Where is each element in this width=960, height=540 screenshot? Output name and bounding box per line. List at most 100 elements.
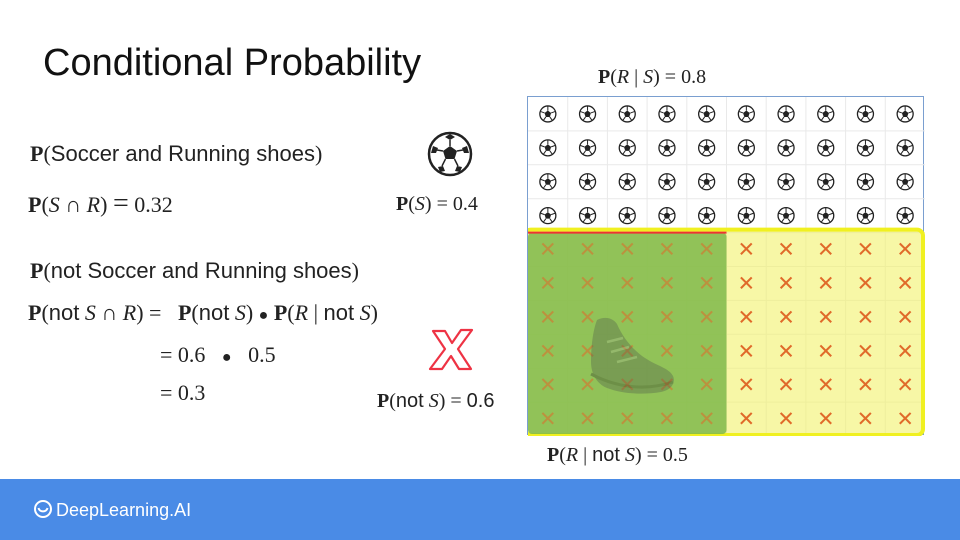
formula-step-multiply: = 0.6 ● 0.5 <box>160 342 276 367</box>
x-mark: ✕ <box>698 305 716 329</box>
soccer-ball-icon <box>896 206 914 225</box>
soccer-ball-icon <box>896 173 914 191</box>
x-mark: ✕ <box>817 271 835 295</box>
brand-name: DeepLearning.AI <box>56 500 192 520</box>
soccer-ball-icon <box>658 139 676 157</box>
soccer-ball-icon <box>896 139 914 157</box>
x-mark: ✕ <box>738 305 756 329</box>
soccer-ball-icon <box>578 139 597 157</box>
x-mark: ✕ <box>817 407 835 431</box>
x-mark: ✕ <box>658 305 676 329</box>
soccer-ball-icon <box>777 105 795 123</box>
soccer-ball-icon <box>618 139 636 157</box>
soccer-ball-icon <box>539 173 557 191</box>
running-shoe-icon <box>583 312 683 402</box>
x-mark: ✕ <box>579 238 597 262</box>
soccer-ball-icon <box>737 206 755 225</box>
x-mark: ✕ <box>896 238 914 262</box>
soccer-ball-icon <box>856 139 875 157</box>
x-mark: ✕ <box>658 339 676 363</box>
x-mark: ✕ <box>539 373 557 397</box>
x-mark: ✕ <box>698 238 716 262</box>
x-mark: ✕ <box>618 339 636 363</box>
soccer-ball-icon <box>698 139 716 157</box>
formula-soccer-and-running: P(Soccer and Running shoes) <box>30 141 323 166</box>
formula-not-soccer-and-running: P(not Soccer and Running shoes) <box>30 258 359 283</box>
soccer-ball-icon <box>618 173 636 191</box>
x-mark: ✕ <box>738 271 756 295</box>
x-mark: ✕ <box>579 271 597 295</box>
soccer-ball-icon <box>539 105 557 123</box>
soccer-ball-icon <box>658 105 676 123</box>
soccer-ball-icon <box>896 105 914 123</box>
soccer-ball-icon <box>698 105 716 123</box>
soccer-ball-icon <box>737 105 755 123</box>
x-mark: ✕ <box>539 407 557 431</box>
x-mark: ✕ <box>896 373 914 397</box>
soccer-ball-icon <box>817 105 835 123</box>
outcome-grid: ✕ ✕ ✕ ✕ ✕ ✕ ✕ ✕ ✕ ✕ ✕ ✕ ✕ ✕ ✕ ✕ ✕ ✕ ✕ ✕ ✕ ✕ ✕ ✕ ✕ ✕ ✕ ✕ ✕ ✕ ✕ ✕ ✕ ✕ ✕ ✕ ✕ ✕ ✕ ✕… <box>527 96 925 436</box>
x-mark: ✕ <box>896 271 914 295</box>
x-mark: ✕ <box>539 271 557 295</box>
x-mark: ✕ <box>817 373 835 397</box>
x-mark: ✕ <box>817 238 835 262</box>
soccer-ball-icon <box>856 105 875 123</box>
x-mark: ✕ <box>738 339 756 363</box>
x-mark: ✕ <box>777 271 795 295</box>
label-p-r-given-not-s: P(R | not S) = 0.5 <box>547 444 688 466</box>
soccer-ball-icon <box>698 206 716 225</box>
soccer-ball-icon <box>817 139 835 157</box>
x-mark: ✕ <box>857 407 875 431</box>
soccer-ball-icon <box>737 173 755 191</box>
soccer-ball-icon <box>427 131 473 177</box>
x-mark: ✕ <box>857 305 875 329</box>
x-mark: ✕ <box>658 373 676 397</box>
soccer-ball-icon <box>578 206 597 225</box>
not-soccer-running-region <box>528 232 727 434</box>
x-mark: ✕ <box>777 305 795 329</box>
x-mark: ✕ <box>857 238 875 262</box>
soccer-ball-icon <box>618 105 636 123</box>
x-mark: ✕ <box>777 339 795 363</box>
red-x-icon <box>425 325 477 375</box>
x-mark: ✕ <box>658 407 676 431</box>
soccer-ball-icon <box>856 206 875 225</box>
soccer-ball-icon <box>658 206 676 225</box>
soccer-ball-icon <box>658 173 676 191</box>
x-mark: ✕ <box>738 373 756 397</box>
soccer-ball-icon <box>578 173 597 191</box>
x-mark: ✕ <box>896 305 914 329</box>
deeplearning-logo-icon <box>34 500 52 518</box>
x-mark: ✕ <box>618 238 636 262</box>
outcome-grid-svg: ✕ ✕ ✕ ✕ ✕ ✕ ✕ ✕ ✕ ✕ ✕ ✕ ✕ ✕ ✕ ✕ ✕ ✕ ✕ ✕ ✕ ✕ ✕ ✕ ✕ ✕ ✕ ✕ ✕ ✕ ✕ ✕ ✕ ✕ ✕ ✕ ✕ ✕ ✕ ✕… <box>528 97 925 436</box>
page-title: Conditional Probability <box>43 42 422 84</box>
x-mark: ✕ <box>857 339 875 363</box>
x-mark: ✕ <box>579 339 597 363</box>
x-mark: ✕ <box>896 407 914 431</box>
x-mark: ✕ <box>539 305 557 329</box>
soccer-ball-icon <box>817 206 835 225</box>
formula-step-result: = 0.3 <box>160 380 206 405</box>
label-p-not-s: P(not S) = 0.6 <box>377 390 495 412</box>
x-mark: ✕ <box>777 373 795 397</box>
soccer-ball-icon <box>777 206 795 225</box>
x-mark: ✕ <box>738 238 756 262</box>
x-mark: ✕ <box>539 238 557 262</box>
x-mark: ✕ <box>618 305 636 329</box>
x-mark: ✕ <box>698 407 716 431</box>
x-mark: ✕ <box>618 373 636 397</box>
x-mark: ✕ <box>658 238 676 262</box>
x-mark: ✕ <box>857 271 875 295</box>
label-p-r-given-s: P(R | S) = 0.8 <box>598 66 707 88</box>
x-mark: ✕ <box>896 339 914 363</box>
soccer-ball-icon <box>737 139 755 157</box>
x-mark: ✕ <box>817 305 835 329</box>
x-mark: ✕ <box>777 238 795 262</box>
x-mark: ✕ <box>817 339 835 363</box>
x-mark: ✕ <box>698 271 716 295</box>
label-p-s: P(S) = 0.4 <box>396 193 478 215</box>
soccer-ball-icon <box>539 206 557 225</box>
soccer-ball-icon <box>817 173 835 191</box>
x-mark: ✕ <box>658 271 676 295</box>
x-mark: ✕ <box>738 407 756 431</box>
